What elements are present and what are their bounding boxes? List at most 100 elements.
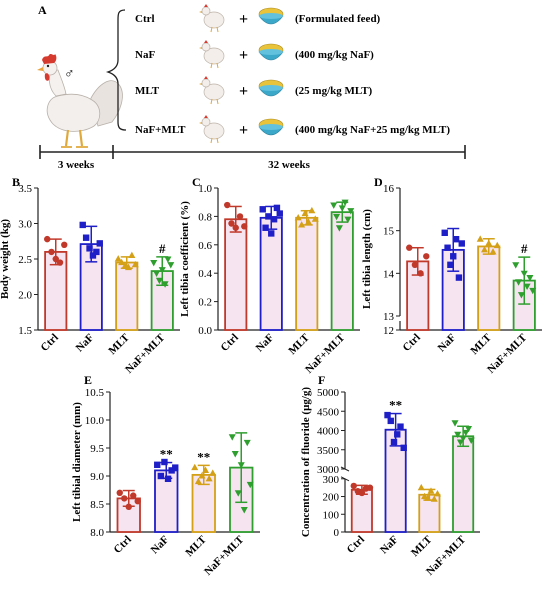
data-point (338, 205, 346, 212)
data-point (476, 235, 484, 242)
significance-mark: # (159, 241, 166, 256)
data-point (228, 434, 236, 441)
bar-mlt (417, 483, 441, 533)
data-point (236, 213, 244, 220)
data-point (158, 267, 166, 274)
data-point (161, 281, 169, 288)
data-point (130, 492, 137, 499)
x-tick-label: MLT (106, 331, 132, 357)
data-point (154, 461, 161, 468)
data-point (167, 262, 175, 269)
data-point (294, 213, 302, 221)
data-point (168, 467, 175, 474)
chick-icon (199, 76, 225, 105)
y-tick-label: 0.6 (198, 240, 212, 252)
data-point (153, 270, 161, 278)
data-point (172, 464, 179, 471)
design-group-name: Ctrl (135, 13, 155, 25)
data-point (270, 216, 278, 223)
y-tick-label: 3000 (317, 464, 340, 476)
bar-rect (452, 435, 475, 533)
data-point (341, 199, 349, 207)
y-tick-label: 9.0 (90, 471, 104, 483)
data-point (451, 420, 459, 427)
data-point (298, 221, 306, 228)
data-point (529, 287, 537, 295)
plus-sign: + (239, 83, 248, 100)
feed-bowl-icon (258, 7, 284, 25)
data-point (124, 263, 132, 271)
data-point (387, 417, 394, 425)
plus-sign: + (239, 11, 248, 28)
data-point (347, 208, 355, 215)
data-point (241, 223, 248, 230)
y-tick-label: 4000 (317, 426, 340, 438)
y-tick-label: 12 (383, 325, 394, 337)
y-tick-label: 2.0 (18, 290, 32, 302)
y-axis-label: Body weight (kg) (0, 219, 11, 299)
data-point (44, 235, 51, 243)
bar-rect (295, 216, 319, 331)
data-point (308, 206, 316, 214)
data-point (224, 201, 231, 209)
data-point (406, 244, 413, 251)
data-point (411, 261, 419, 268)
data-point (191, 463, 199, 471)
data-point (268, 230, 275, 237)
data-point (517, 292, 525, 299)
y-tick-label: 15 (383, 226, 395, 238)
y-tick-label: 4500 (317, 406, 340, 418)
bar-naf: ** (384, 398, 407, 533)
data-point (515, 279, 523, 286)
panel-label: E (84, 373, 92, 387)
data-point (116, 489, 123, 496)
panel-label: F (318, 373, 325, 387)
data-point (450, 253, 457, 260)
data-point (128, 251, 136, 259)
data-point (234, 490, 242, 497)
data-point (131, 260, 139, 268)
data-point (164, 256, 172, 263)
data-point (93, 248, 100, 256)
data-point (344, 216, 352, 224)
data-point (134, 498, 141, 505)
y-tick-label: 3.5 (18, 183, 32, 195)
y-tick-label: 9.5 (90, 443, 104, 455)
y-axis-label: Concentration of fluoride (μg/g) (300, 387, 312, 537)
bar-naf-mlt (228, 432, 254, 533)
design-row-naf-mlt: NaF+MLT + (400 mg/kg NaF+25 mg/kg MLT) (135, 115, 450, 144)
data-point (118, 258, 126, 266)
panel-d: D 12 13 14 15 16 Left tibia length (cm) Ctrl NaF… (361, 175, 542, 376)
data-point (423, 253, 430, 260)
plus-sign: + (239, 47, 248, 64)
data-point (493, 241, 501, 249)
data-point (384, 411, 391, 419)
panel-a: A ♂ Ctrl + (Formulated feed) NaF + (400 mg/kg… (37, 3, 466, 171)
feed-bowl-icon (258, 118, 284, 136)
chick-icon (199, 4, 225, 33)
bar-mlt: ** (191, 449, 217, 533)
y-tick-label: 1.5 (18, 325, 32, 337)
data-point (462, 429, 470, 437)
data-point (52, 255, 59, 263)
data-point (485, 239, 493, 247)
data-point (330, 202, 338, 209)
data-point (456, 439, 464, 446)
design-row-ctrl: Ctrl + (Formulated feed) (135, 4, 381, 33)
bar-naf: ** (154, 447, 179, 533)
y-axis-label: Left tibia coefficient (%) (179, 201, 191, 317)
data-point (125, 503, 132, 510)
data-point (430, 495, 438, 502)
y-tick-label: 3.0 (18, 219, 32, 231)
bar-rect (330, 211, 354, 331)
data-point (246, 481, 254, 489)
male-symbol: ♂ (64, 67, 75, 82)
panel-label: C (192, 175, 201, 189)
bar-ctrl (350, 482, 374, 533)
design-row-naf: NaF + (400 mg/kg NaF) (135, 40, 374, 69)
y-tick-label: 0.2 (198, 297, 212, 309)
data-point (157, 472, 165, 480)
data-point (262, 224, 269, 231)
